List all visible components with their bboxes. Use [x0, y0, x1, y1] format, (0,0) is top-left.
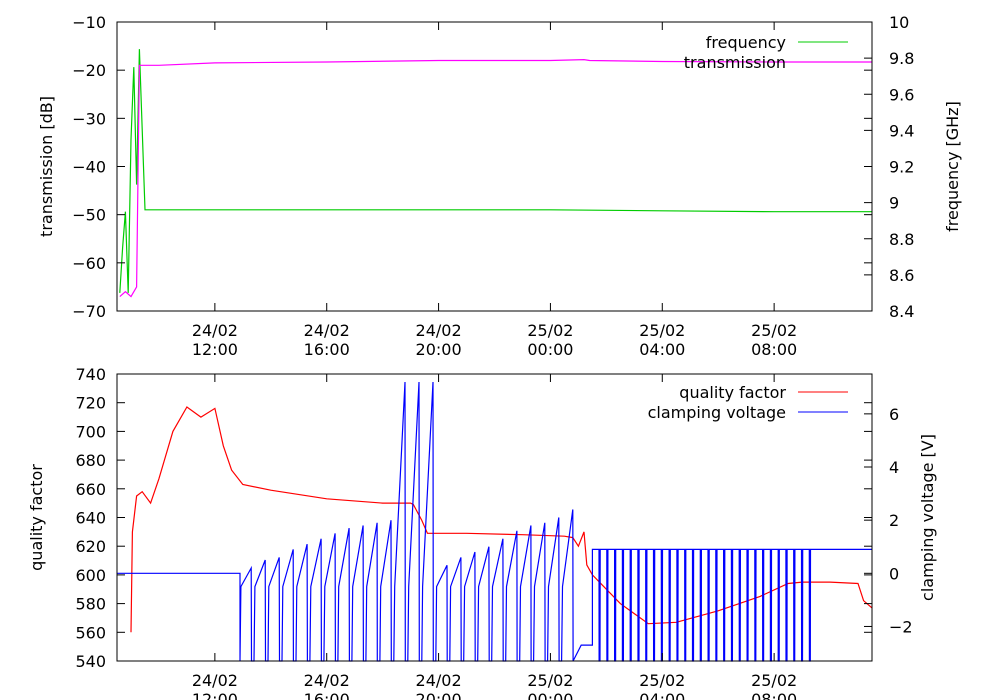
- chart1-right-axis-label: clamping voltage [V]: [918, 434, 937, 601]
- right-tick-label: 0: [889, 564, 899, 583]
- left-tick-label: −20: [72, 61, 106, 80]
- left-tick-label: 580: [75, 595, 106, 614]
- chart0-legend: frequency transmission: [684, 33, 848, 72]
- chart1-series-layer: [117, 381, 873, 662]
- x-tick-time-label: 16:00: [304, 690, 350, 700]
- x-tick-time-label: 20:00: [416, 340, 462, 359]
- chart1-legend: quality factor clamping voltage: [648, 383, 848, 422]
- left-tick-label: 660: [75, 480, 106, 499]
- left-tick-label: 560: [75, 623, 106, 642]
- chart1-ticks: 540 560 580 600 620 640 660 680 700 720 740 −2 0 2 4 6 2…: [75, 365, 912, 700]
- right-tick-label: 4: [889, 458, 899, 477]
- right-tick-label: 9.2: [889, 158, 914, 177]
- clamping-voltage-series-line: [117, 381, 872, 662]
- x-tick-date-label: 24/02: [416, 321, 462, 340]
- chart0-series-layer: [119, 49, 872, 298]
- quality-clamping-chart: 540 560 580 600 620 640 660 680 700 720 740 −2 0 2 4 6 2…: [27, 365, 937, 700]
- x-tick-time-label: 04:00: [639, 690, 685, 700]
- x-tick-date-label: 25/02: [527, 671, 573, 690]
- x-tick-time-label: 12:00: [192, 340, 238, 359]
- x-tick-date-label: 24/02: [416, 671, 462, 690]
- legend-transmission-label: transmission: [684, 53, 786, 72]
- x-tick-time-label: 04:00: [639, 340, 685, 359]
- left-tick-label: 640: [75, 509, 106, 528]
- left-tick-label: 540: [75, 652, 106, 671]
- left-tick-label: 720: [75, 394, 106, 413]
- right-tick-label: 9.6: [889, 85, 914, 104]
- left-tick-label: 740: [75, 365, 106, 384]
- chart0-right-axis-label: frequency [GHz]: [943, 101, 962, 232]
- right-tick-label: 2: [889, 511, 899, 530]
- left-tick-label: −70: [72, 302, 106, 321]
- left-tick-label: 600: [75, 566, 106, 585]
- right-tick-label: 6: [889, 405, 899, 424]
- left-tick-label: 680: [75, 451, 106, 470]
- x-tick-date-label: 25/02: [751, 671, 797, 690]
- right-tick-label: 8.4: [889, 302, 914, 321]
- x-tick-date-label: 25/02: [639, 321, 685, 340]
- right-tick-label: 9: [889, 194, 899, 213]
- right-tick-label: −2: [889, 617, 913, 636]
- right-tick-label: 8.6: [889, 266, 914, 285]
- x-tick-date-label: 25/02: [639, 671, 685, 690]
- x-tick-time-label: 00:00: [527, 690, 573, 700]
- legend-quality-factor-label: quality factor: [679, 383, 786, 402]
- left-tick-label: 700: [75, 422, 106, 441]
- chart0-ticks: −70 −60 −50 −40 −30 −20 −10 8.4 8.6 8.8 9 9.2 9.4 9.6…: [72, 13, 914, 359]
- left-tick-label: −40: [72, 158, 106, 177]
- quality-factor-series-line: [130, 406, 873, 633]
- transmission-frequency-chart: −70 −60 −50 −40 −30 −20 −10 8.4 8.6 8.8 9 9.2 9.4 9.6…: [37, 13, 962, 359]
- left-tick-label: −50: [72, 206, 106, 225]
- chart1-left-axis-label: quality factor: [27, 464, 46, 571]
- legend-clamping-voltage-label: clamping voltage: [648, 403, 786, 422]
- x-tick-date-label: 24/02: [304, 671, 350, 690]
- x-tick-time-label: 00:00: [527, 340, 573, 359]
- chart0-left-axis-label: transmission [dB]: [37, 96, 56, 237]
- x-tick-date-label: 24/02: [192, 321, 238, 340]
- x-tick-date-label: 24/02: [304, 321, 350, 340]
- left-tick-label: −60: [72, 254, 106, 273]
- left-tick-label: −30: [72, 109, 106, 128]
- x-tick-date-label: 25/02: [527, 321, 573, 340]
- transmission-series-line: [119, 58, 872, 298]
- left-tick-label: −10: [72, 13, 106, 32]
- x-tick-time-label: 08:00: [751, 340, 797, 359]
- x-tick-time-label: 16:00: [304, 340, 350, 359]
- x-tick-time-label: 20:00: [416, 690, 462, 700]
- x-tick-date-label: 24/02: [192, 671, 238, 690]
- right-tick-label: 9.4: [889, 121, 914, 140]
- legend-frequency-label: frequency: [706, 33, 786, 52]
- right-tick-label: 10: [889, 13, 909, 32]
- right-tick-label: 9.8: [889, 49, 914, 68]
- left-tick-label: 620: [75, 537, 106, 556]
- frequency-series-line: [119, 49, 872, 293]
- right-tick-label: 8.8: [889, 230, 914, 249]
- x-tick-date-label: 25/02: [751, 321, 797, 340]
- x-tick-time-label: 12:00: [192, 690, 238, 700]
- x-tick-time-label: 08:00: [751, 690, 797, 700]
